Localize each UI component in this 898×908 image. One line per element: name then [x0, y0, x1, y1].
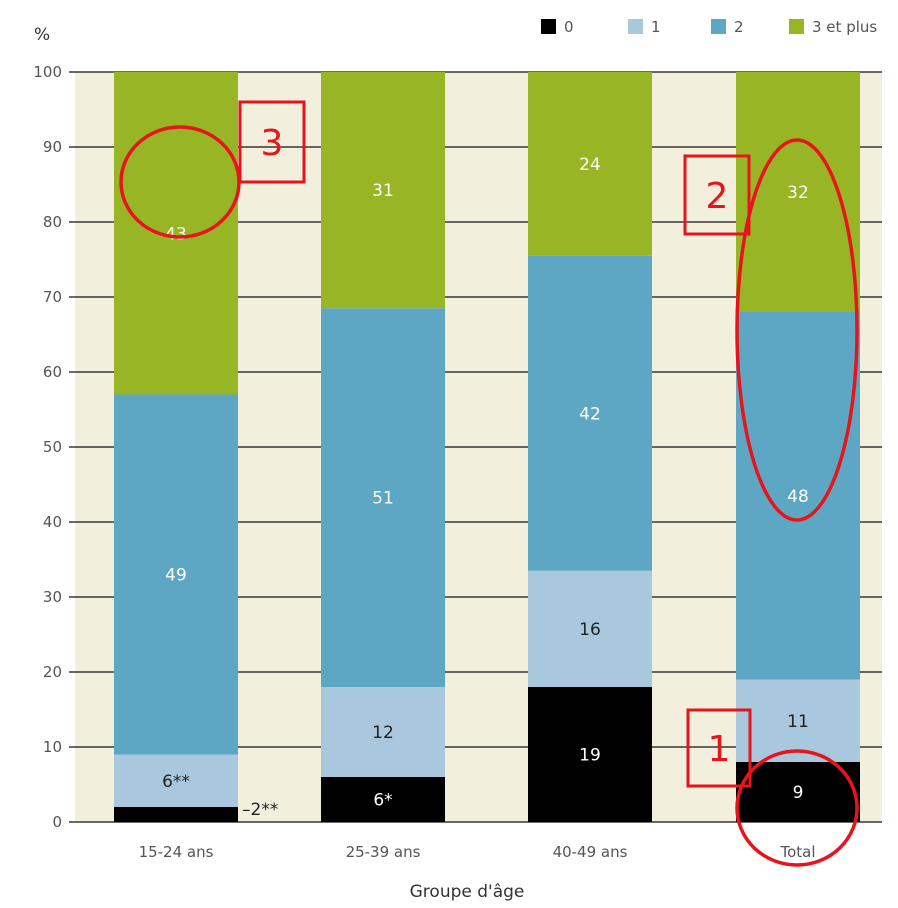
y-tick-label: 100	[33, 63, 62, 81]
y-tick-label: 10	[43, 738, 62, 756]
bar-value-label: 42	[579, 404, 601, 424]
bar-value-label: –2**	[242, 800, 278, 820]
bar-value-label: 31	[372, 181, 394, 201]
bar-value-label: 51	[372, 489, 394, 509]
annotation-circle	[735, 138, 859, 522]
bar-segment	[528, 687, 652, 822]
bar-segment	[528, 255, 652, 571]
bar-value-label: 24	[579, 155, 601, 175]
x-tick-label: 15-24 ans	[139, 843, 214, 861]
bar-segment	[736, 762, 860, 822]
annotation-circle	[119, 125, 241, 239]
bar-segment	[114, 754, 238, 807]
legend-label: 0	[564, 18, 574, 36]
bar-value-label: 11	[787, 712, 809, 732]
bar-segment	[321, 687, 445, 777]
y-axis-unit: %	[34, 25, 50, 45]
legend-swatch	[541, 19, 556, 34]
annotation-number: 1	[708, 729, 731, 770]
bar-value-label: 6**	[162, 772, 190, 792]
y-tick-label: 40	[43, 513, 62, 531]
y-tick-label: 90	[43, 138, 62, 156]
bar-segment	[528, 72, 652, 256]
x-axis-title: Groupe d'âge	[410, 882, 525, 902]
bar-value-label: 49	[165, 566, 187, 586]
bar-value-label: 6*	[373, 791, 392, 811]
bar-value-label: 12	[372, 723, 394, 743]
legend-label: 2	[734, 18, 744, 36]
y-tick-label: 20	[43, 663, 62, 681]
bar-segment	[321, 308, 445, 687]
x-tick-label: 25-39 ans	[346, 843, 421, 861]
annotation-box	[238, 100, 306, 184]
annotation-box	[683, 154, 751, 236]
legend: 0 1 2 3 et plus	[541, 18, 877, 36]
bar-segment	[321, 777, 445, 822]
x-tick-label: 40-49 ans	[553, 843, 628, 861]
annotation-number: 2	[706, 176, 729, 217]
bar-segment	[736, 312, 860, 680]
bar-segment	[321, 72, 445, 309]
x-axis-ticks: 15-24 ans 25-39 ans 40-49 ans Total	[139, 843, 816, 861]
y-tick-label: 80	[43, 213, 62, 231]
annotations: 321	[119, 100, 859, 867]
y-tick-label: 50	[43, 438, 62, 456]
legend-label: 1	[651, 18, 661, 36]
bar-segment	[114, 394, 238, 755]
bar-segment	[736, 679, 860, 762]
y-tick-label: 60	[43, 363, 62, 381]
bar-value-label: 16	[579, 620, 601, 640]
bar-value-label: 32	[787, 183, 809, 203]
y-tick-label: 30	[43, 588, 62, 606]
bar-value-label: 43	[165, 224, 187, 244]
legend-swatch	[789, 19, 804, 34]
y-tick-label: 0	[52, 813, 62, 831]
x-tick-label: Total	[779, 843, 815, 861]
bar-value-label: 9	[793, 783, 804, 803]
bar-segment	[114, 807, 238, 822]
bar-value-label: 48	[787, 487, 809, 507]
y-axis-ticks: 0 10 20 30 40 50 60 70 80 90 100	[33, 63, 62, 831]
y-tick-label: 70	[43, 288, 62, 306]
legend-swatch	[628, 19, 643, 34]
legend-swatch	[711, 19, 726, 34]
bar-segment	[528, 570, 652, 687]
annotation-circle	[735, 749, 859, 867]
annotation-box	[686, 708, 752, 788]
bar-value-label: 19	[579, 746, 601, 766]
legend-label: 3 et plus	[812, 18, 877, 36]
annotation-number: 3	[261, 123, 284, 164]
